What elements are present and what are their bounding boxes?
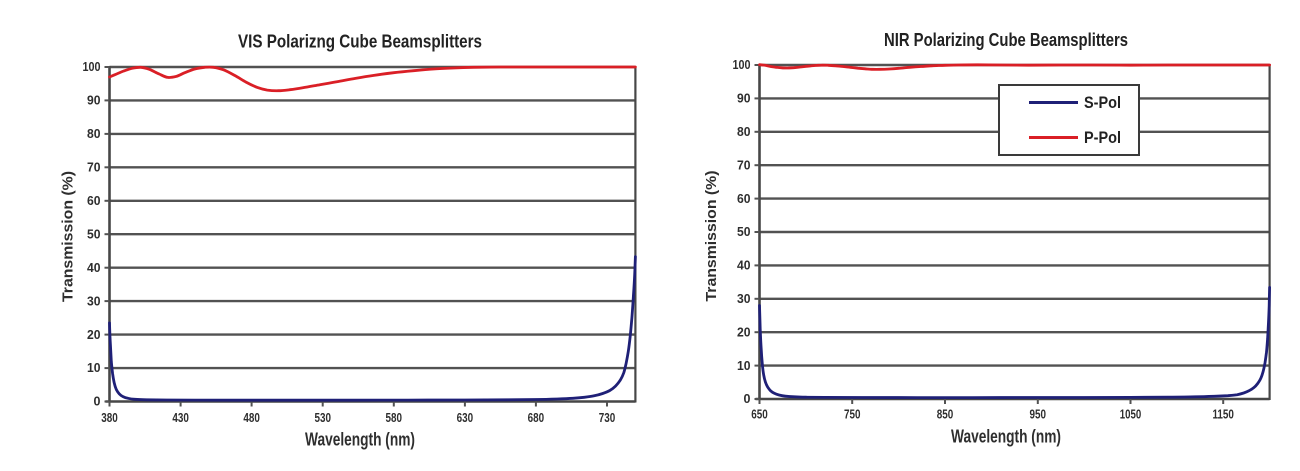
svg-text:Transmission (%): Transmission (%) bbox=[61, 171, 77, 302]
svg-text:90: 90 bbox=[737, 92, 751, 106]
svg-text:50: 50 bbox=[87, 227, 101, 241]
svg-text:VIS Polarizng Cube Beamsplitte: VIS Polarizng Cube Beamsplitters bbox=[238, 32, 482, 52]
svg-text:80: 80 bbox=[737, 125, 751, 139]
svg-text:1050: 1050 bbox=[1120, 408, 1142, 422]
svg-text:90: 90 bbox=[87, 94, 101, 108]
svg-text:850: 850 bbox=[937, 408, 954, 422]
svg-text:730: 730 bbox=[599, 411, 616, 425]
svg-text:750: 750 bbox=[844, 408, 861, 422]
svg-text:20: 20 bbox=[87, 328, 101, 342]
svg-text:NIR Polarizing Cube Beamsplitt: NIR Polarizing Cube Beamsplitters bbox=[884, 30, 1128, 50]
svg-text:530: 530 bbox=[314, 411, 331, 425]
svg-text:Transmission (%): Transmission (%) bbox=[704, 170, 720, 301]
svg-text:70: 70 bbox=[737, 158, 751, 172]
svg-text:480: 480 bbox=[243, 411, 260, 425]
svg-text:0: 0 bbox=[744, 392, 751, 406]
svg-text:580: 580 bbox=[386, 411, 403, 425]
svg-text:380: 380 bbox=[101, 411, 118, 425]
svg-text:430: 430 bbox=[172, 411, 189, 425]
svg-text:60: 60 bbox=[737, 192, 751, 206]
svg-text:70: 70 bbox=[87, 161, 101, 175]
svg-text:100: 100 bbox=[733, 58, 751, 72]
svg-text:1150: 1150 bbox=[1212, 408, 1234, 422]
svg-text:630: 630 bbox=[457, 411, 474, 425]
svg-text:20: 20 bbox=[737, 325, 751, 339]
svg-text:40: 40 bbox=[737, 259, 751, 273]
svg-text:P-Pol: P-Pol bbox=[1084, 128, 1121, 147]
svg-text:10: 10 bbox=[87, 361, 101, 375]
svg-text:950: 950 bbox=[1030, 408, 1047, 422]
svg-text:30: 30 bbox=[87, 294, 101, 308]
svg-text:S-Pol: S-Pol bbox=[1084, 93, 1121, 112]
svg-text:30: 30 bbox=[737, 292, 751, 306]
svg-text:0: 0 bbox=[94, 395, 101, 409]
svg-text:100: 100 bbox=[83, 60, 101, 74]
svg-text:680: 680 bbox=[528, 411, 545, 425]
svg-text:80: 80 bbox=[87, 127, 101, 141]
svg-text:60: 60 bbox=[87, 194, 101, 208]
svg-text:40: 40 bbox=[87, 261, 101, 275]
svg-text:Wavelength (nm): Wavelength (nm) bbox=[305, 430, 415, 450]
svg-text:50: 50 bbox=[737, 225, 751, 239]
svg-text:Wavelength (nm): Wavelength (nm) bbox=[951, 427, 1061, 447]
svg-text:650: 650 bbox=[751, 408, 768, 422]
svg-text:10: 10 bbox=[737, 359, 751, 373]
